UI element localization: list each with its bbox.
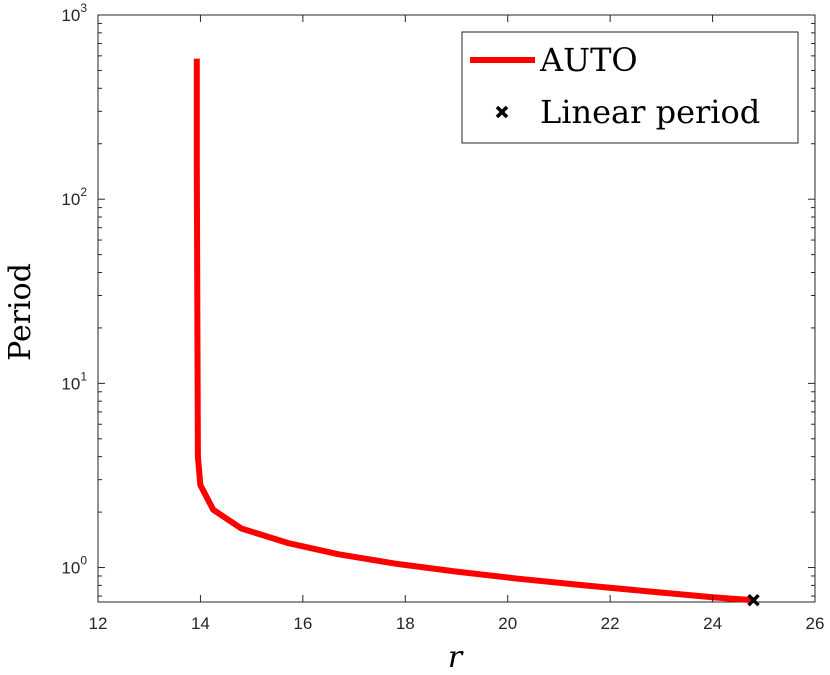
linear-period-marker [747,593,760,607]
x-tick-label: 24 [703,614,722,633]
legend-label: AUTO [539,41,638,79]
x-tick-label: 14 [191,614,210,633]
x-axis: 12 14 16 18 20 22 24 26 [89,15,825,633]
y-axis: 100 101 102 103 [61,1,815,597]
x-tick-label: 18 [396,614,415,633]
legend-swatch-linear-period [495,105,509,119]
legend-box [461,31,799,144]
y-tick-label: 100 [61,554,87,578]
x-tick-label: 20 [498,614,517,633]
x-tick-label: 16 [293,614,312,633]
x-tick-label: 22 [601,614,620,633]
x-tick-label: 12 [89,614,108,633]
x-tick-label: 26 [806,614,825,633]
marker-stroke [747,593,760,607]
y-tick-label: 101 [61,369,87,393]
y-tick-label: 103 [61,1,87,25]
legend: AUTO Linear period [461,31,799,144]
series-line-auto [193,58,754,604]
y-tick-label: 102 [61,185,87,209]
x-axis-title: r [448,640,464,675]
marker-stroke [495,105,509,119]
y-axis-title: Period [3,263,38,361]
legend-label: Linear period [540,93,760,131]
